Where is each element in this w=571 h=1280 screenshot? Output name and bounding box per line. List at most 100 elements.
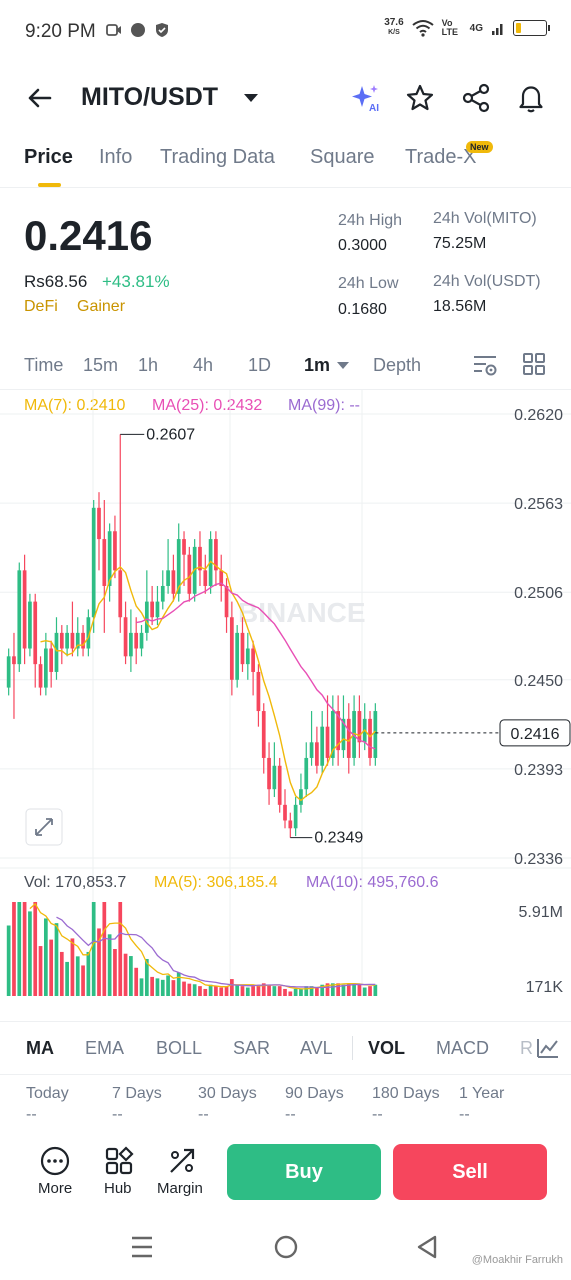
share-icon[interactable]: [460, 82, 492, 114]
expand-icon[interactable]: [25, 808, 63, 846]
candle: [219, 570, 224, 586]
volume-bar: [176, 972, 181, 996]
candle: [325, 726, 330, 758]
volume-bar: [192, 984, 197, 996]
ind-ma[interactable]: MA: [26, 1038, 54, 1058]
net-speed: 37.6 K/S: [384, 18, 403, 38]
price-change: +43.81%: [102, 272, 170, 291]
candle: [315, 742, 319, 766]
last-price: 0.2416: [24, 212, 153, 259]
volte-label: Vo LTE: [441, 18, 458, 37]
tab-info[interactable]: Info: [99, 146, 133, 168]
volume-bar: [38, 946, 43, 996]
volume-bar: [267, 984, 271, 996]
sell-button[interactable]: Sell: [393, 1144, 547, 1200]
ma7-legend: MA(7): 0.2410: [24, 397, 126, 414]
perf-today-label: Today: [26, 1085, 69, 1102]
candle: [277, 765, 282, 805]
margin-icon[interactable]: [167, 1146, 197, 1176]
ind-rsi-partial[interactable]: R: [520, 1038, 533, 1058]
tab-price[interactable]: Price: [24, 146, 73, 168]
candle: [160, 585, 165, 602]
hub-label[interactable]: Hub: [104, 1180, 132, 1197]
new-badge: New: [466, 141, 493, 153]
ind-boll[interactable]: BOLL: [156, 1038, 203, 1058]
candlestick-chart[interactable]: BINANCE 0.2620 0.2563 0.2506 0.2450 0.2393 0.2…: [0, 390, 571, 1000]
hub-icon[interactable]: [104, 1146, 134, 1176]
tf-1h[interactable]: 1h: [138, 355, 159, 375]
volume-bar: [187, 983, 192, 996]
volume-bar: [134, 967, 139, 996]
app-header: MITO/USDT AI: [0, 70, 571, 126]
candle: [91, 507, 96, 618]
section-tabs: Price Info Trading Data Square Trade-X: [0, 142, 571, 188]
volume-bar: [235, 984, 240, 996]
ind-vol[interactable]: VOL: [368, 1038, 406, 1058]
ai-sparkle-icon[interactable]: AI: [350, 82, 382, 114]
tab-trade-x[interactable]: Trade-X: [405, 146, 477, 168]
network-type: 4G: [469, 22, 483, 34]
home-icon[interactable]: [273, 1234, 299, 1260]
candle: [123, 617, 128, 657]
candle: [86, 617, 91, 649]
bell-icon[interactable]: [515, 82, 547, 114]
volume-bar: [283, 988, 287, 996]
buy-button[interactable]: Buy: [227, 1144, 381, 1200]
back-nav-icon[interactable]: [415, 1234, 439, 1260]
ind-avl[interactable]: AVL: [300, 1038, 333, 1058]
volume-bar: [341, 984, 346, 996]
candle: [171, 570, 176, 594]
candle: [75, 632, 80, 649]
tab-square[interactable]: Square: [310, 146, 375, 168]
vol-base-label: 24h Vol(MITO): [433, 210, 537, 227]
ind-macd[interactable]: MACD: [436, 1038, 489, 1058]
indicator-settings-icon[interactable]: [535, 1035, 561, 1061]
volume-bar: [75, 956, 80, 996]
margin-label[interactable]: Margin: [157, 1180, 203, 1197]
tag-gainer[interactable]: Gainer: [77, 298, 126, 315]
record-dot-icon: [131, 23, 145, 37]
volume-bar: [33, 902, 38, 996]
star-icon[interactable]: [404, 82, 436, 114]
tf-15m[interactable]: 15m: [83, 355, 119, 375]
tf-time[interactable]: Time: [24, 355, 64, 375]
candle: [182, 539, 186, 555]
shield-icon: [156, 23, 168, 37]
tag-defi[interactable]: DeFi: [24, 298, 58, 315]
volume-bar: [123, 953, 128, 996]
more-icon[interactable]: [40, 1146, 70, 1176]
candle: [107, 531, 112, 586]
tf-depth[interactable]: Depth: [373, 355, 422, 375]
low-label: 24h Low: [338, 275, 399, 292]
tf-1d[interactable]: 1D: [248, 355, 272, 375]
candle: [198, 546, 202, 571]
volume-bar: [325, 983, 330, 996]
volume-bar: [113, 949, 117, 996]
volume-bar: [86, 951, 91, 996]
candle: [49, 648, 54, 672]
active-tab-indicator: [38, 183, 61, 187]
more-label[interactable]: More: [38, 1180, 73, 1197]
back-arrow-icon[interactable]: [24, 82, 56, 114]
volume-label: Vol: 170,853.7: [24, 874, 126, 891]
ind-ema[interactable]: EMA: [85, 1038, 125, 1058]
high-label: 24h High: [338, 212, 403, 229]
candle: [33, 601, 38, 665]
candle: [341, 718, 346, 751]
tf-4h[interactable]: 4h: [193, 355, 214, 375]
chart-settings-icon[interactable]: [472, 352, 498, 378]
ma25-line: [136, 582, 376, 750]
pair-dropdown-icon[interactable]: [244, 94, 258, 102]
volume-bar: [139, 978, 144, 996]
tf-1m[interactable]: 1m: [304, 355, 331, 375]
tab-trading-data[interactable]: Trading Data: [160, 146, 275, 168]
grid-layout-icon[interactable]: [522, 352, 546, 376]
pair-title[interactable]: MITO/USDT: [81, 83, 219, 111]
recent-apps-icon[interactable]: [130, 1234, 154, 1260]
volume-bar: [352, 983, 356, 996]
candle: [203, 570, 208, 586]
low-value: 0.1680: [338, 301, 387, 318]
ind-sar[interactable]: SAR: [233, 1038, 271, 1058]
volume-bar: [346, 983, 351, 996]
tf-more-caret-icon[interactable]: [337, 362, 349, 369]
